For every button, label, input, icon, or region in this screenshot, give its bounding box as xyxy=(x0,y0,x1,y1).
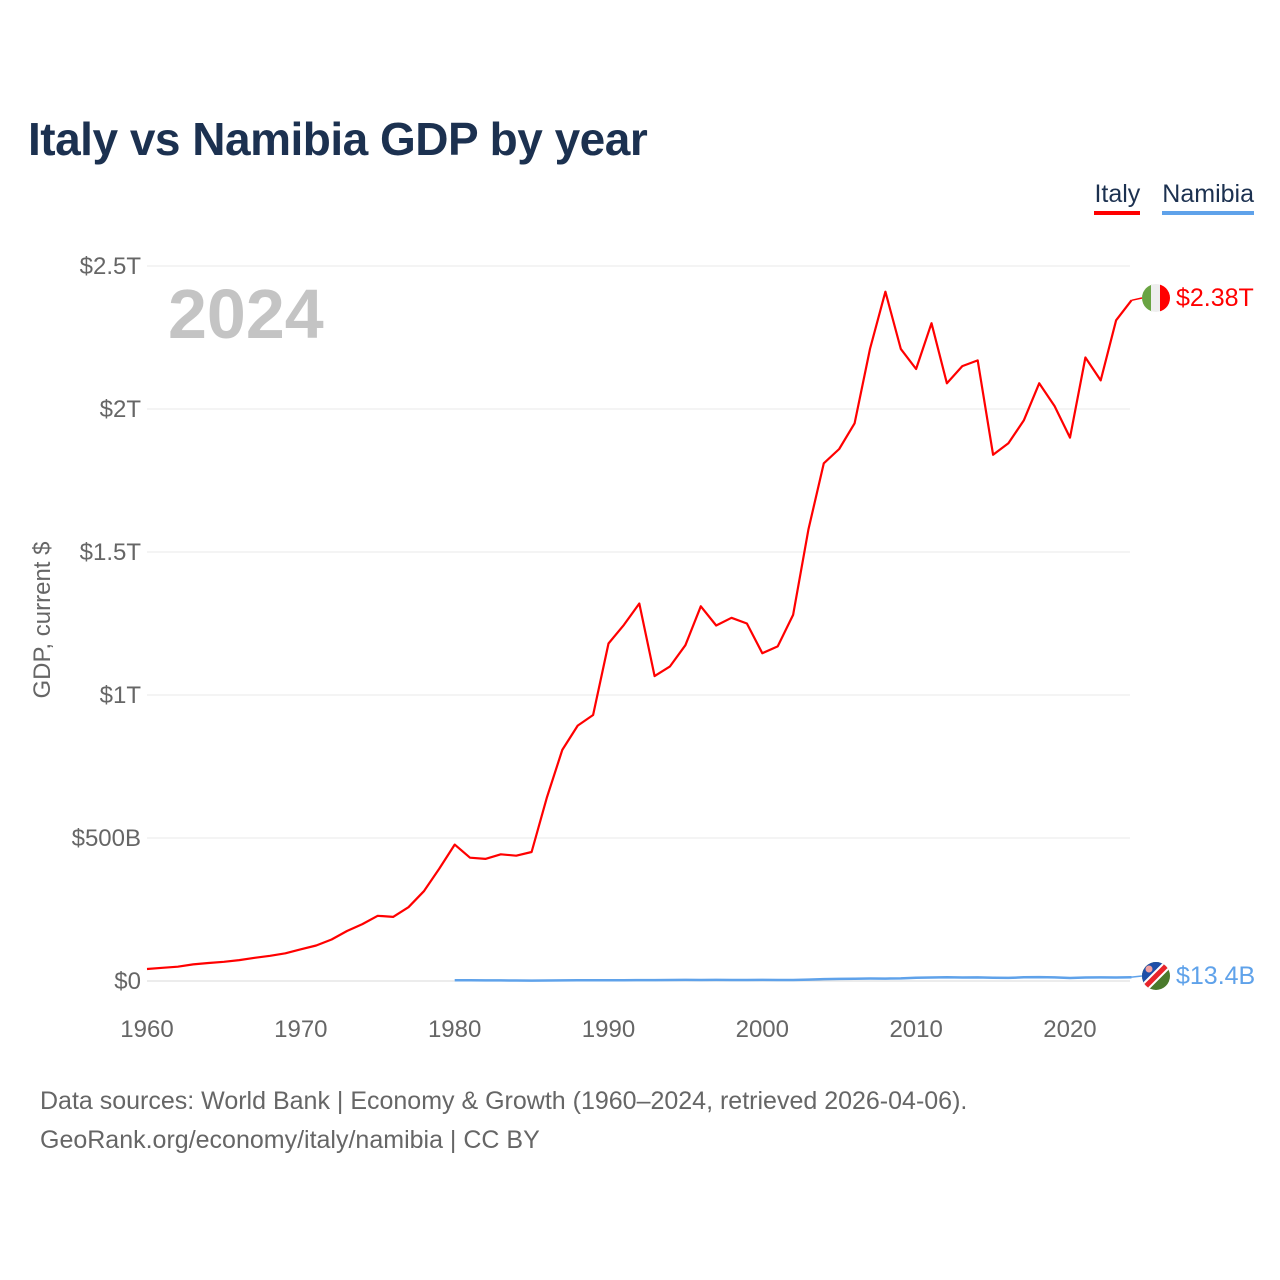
x-tick-label: 2000 xyxy=(736,1016,789,1043)
namibia-end-label: $13.4B xyxy=(1176,962,1255,990)
italy-flag-icon xyxy=(1142,284,1170,312)
x-tick-label: 2010 xyxy=(889,1016,942,1043)
x-tick-label: 1970 xyxy=(274,1016,327,1043)
source-link[interactable]: GeoRank.org/economy/italy/namibia | CC B… xyxy=(40,1126,540,1154)
x-tick-label: 1960 xyxy=(120,1016,173,1043)
legend: Italy Namibia xyxy=(1094,180,1254,215)
footer: Data sources: World Bank | Economy & Gro… xyxy=(40,1082,967,1160)
legend-italy[interactable]: Italy xyxy=(1094,180,1141,215)
y-tick-label: $2T xyxy=(100,396,142,423)
x-tick-label: 1990 xyxy=(582,1016,635,1043)
y-tick-label: $500B xyxy=(72,825,141,852)
end-connector xyxy=(1131,975,1143,978)
italy-end-label: $2.38T xyxy=(1176,284,1254,312)
y-tick-label: $1T xyxy=(100,682,142,709)
source-note: Data sources: World Bank | Economy & Gro… xyxy=(40,1087,968,1115)
y-tick-label: $2.5T xyxy=(80,253,142,280)
x-tick-label: 1980 xyxy=(428,1016,481,1043)
y-tick-label: $1.5T xyxy=(80,539,142,566)
namibia-flag-icon xyxy=(1142,962,1170,990)
series-line-italy xyxy=(146,290,1133,971)
y-tick-label: $0 xyxy=(114,968,141,995)
end-connector xyxy=(1131,297,1143,302)
legend-namibia[interactable]: Namibia xyxy=(1162,180,1254,215)
series-line-namibia xyxy=(454,975,1132,982)
year-label: 2024 xyxy=(168,275,324,353)
y-axis-label: GDP, current $ xyxy=(29,542,56,699)
x-tick-label: 2020 xyxy=(1043,1016,1096,1043)
chart-title: Italy vs Namibia GDP by year xyxy=(28,113,648,165)
